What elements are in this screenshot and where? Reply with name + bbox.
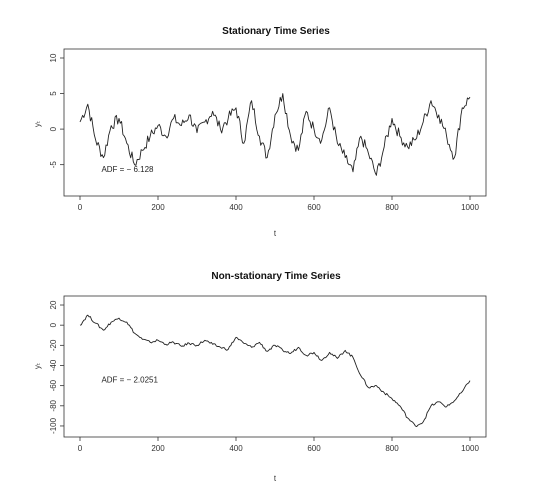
x-tick-label: 400	[229, 444, 243, 453]
y-tick-label: 0	[49, 126, 58, 131]
x-tick-label: 600	[307, 444, 321, 453]
x-tick-label: 0	[78, 444, 83, 453]
y-tick-label: 0	[49, 322, 58, 327]
y-axis-label: yₜ	[33, 121, 42, 127]
y-tick-label: -40	[49, 359, 58, 371]
y-tick-label: -60	[49, 379, 58, 391]
y-tick-label: 10	[49, 53, 58, 62]
x-tick-label: 0	[78, 203, 83, 212]
x-tick-label: 800	[385, 444, 399, 453]
x-tick-label: 200	[151, 444, 165, 453]
y-tick-label: 20	[49, 300, 58, 309]
x-tick-label: 1000	[461, 444, 479, 453]
chart-panel-stationary: Stationary Time Series -5 0 5 10 0 200 400 600…	[33, 26, 487, 238]
x-tick-label: 1000	[461, 203, 479, 212]
plot-area-border	[63, 295, 487, 438]
chart-panel-nonstationary: Non-stationary Time Series -100 -80 -60 -40…	[33, 271, 487, 483]
x-tick-label: 200	[151, 203, 165, 212]
y-tick-label: -20	[49, 339, 58, 351]
chart-title: Non-stationary Time Series	[211, 271, 341, 282]
series-line-nonstationary	[79, 314, 471, 428]
x-tick-label: 400	[229, 203, 243, 212]
y-tick-label: -5	[49, 161, 58, 169]
y-tick-label: 5	[49, 91, 58, 96]
x-tick-label: 800	[385, 203, 399, 212]
y-tick-label: -100	[49, 417, 58, 434]
adf-annotation: ADF = − 6.128	[101, 165, 154, 174]
series-line-stationary	[79, 93, 471, 176]
chart-title: Stationary Time Series	[222, 26, 330, 37]
plot-area-border	[63, 48, 487, 197]
x-axis-label: t	[274, 229, 277, 238]
y-tick-label: -80	[49, 399, 58, 411]
adf-annotation: ADF = − 2.0251	[101, 376, 158, 385]
x-tick-label: 600	[307, 203, 321, 212]
y-axis-label: yₜ	[33, 363, 42, 369]
x-axis-label: t	[274, 474, 277, 483]
